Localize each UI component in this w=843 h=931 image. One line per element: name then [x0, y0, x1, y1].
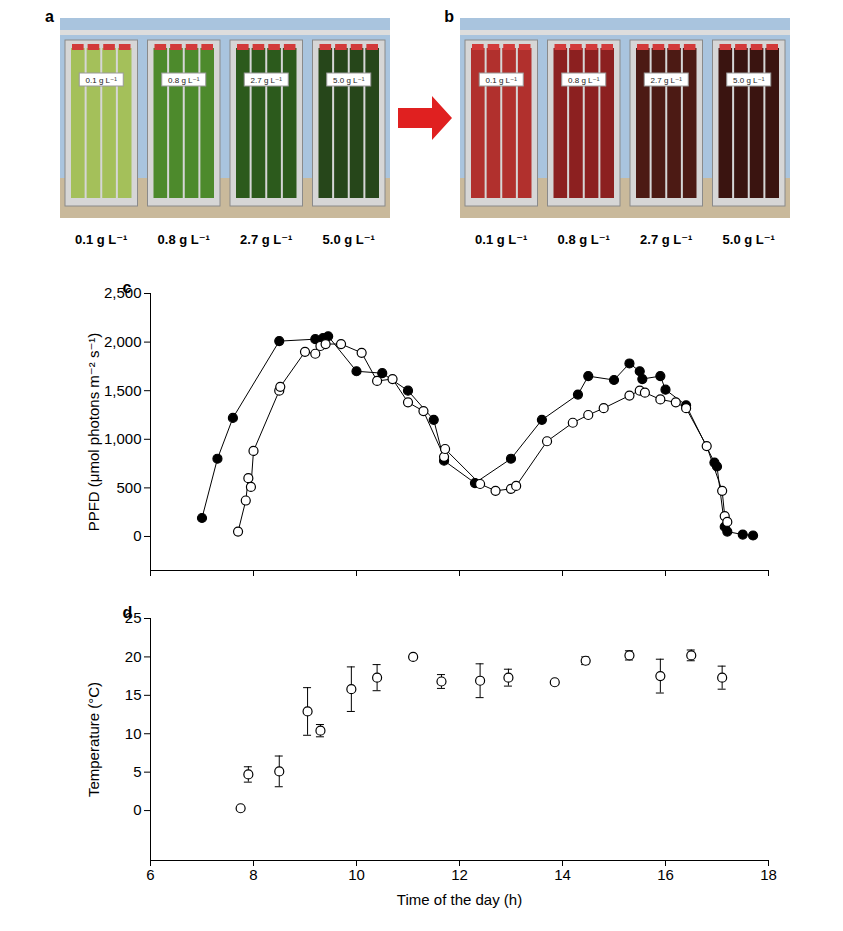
svg-text:a: a — [45, 8, 54, 25]
svg-text:25: 25 — [124, 609, 142, 627]
svg-text:5.0 g L⁻¹: 5.0 g L⁻¹ — [733, 76, 765, 85]
svg-text:8: 8 — [249, 866, 257, 883]
svg-text:18: 18 — [760, 866, 777, 883]
svg-text:0.1 g L⁻¹: 0.1 g L⁻¹ — [486, 76, 518, 85]
svg-text:0: 0 — [133, 527, 141, 544]
svg-text:0.1 g L⁻¹: 0.1 g L⁻¹ — [75, 232, 127, 247]
svg-text:5: 5 — [133, 763, 141, 780]
svg-text:c: c — [123, 279, 132, 296]
svg-text:0.1 g L⁻¹: 0.1 g L⁻¹ — [475, 232, 527, 247]
svg-text:10: 10 — [348, 866, 365, 883]
svg-text:6: 6 — [146, 866, 154, 883]
svg-text:Time of the day (h): Time of the day (h) — [397, 891, 522, 908]
svg-text:12: 12 — [451, 866, 468, 883]
svg-text:0.1 g L⁻¹: 0.1 g L⁻¹ — [86, 76, 118, 85]
svg-text:5.0 g L⁻¹: 5.0 g L⁻¹ — [333, 76, 365, 85]
svg-text:2.7 g L⁻¹: 2.7 g L⁻¹ — [240, 232, 292, 247]
svg-text:15: 15 — [125, 686, 142, 703]
svg-text:10: 10 — [125, 725, 142, 742]
svg-text:0: 0 — [133, 801, 141, 818]
svg-text:2.7 g L⁻¹: 2.7 g L⁻¹ — [651, 76, 683, 85]
svg-text:5.0 g L⁻¹: 5.0 g L⁻¹ — [723, 232, 775, 247]
svg-text:14: 14 — [554, 866, 571, 883]
svg-text:5.0 g L⁻¹: 5.0 g L⁻¹ — [323, 232, 375, 247]
svg-text:1,500: 1,500 — [104, 381, 142, 398]
svg-text:500: 500 — [116, 479, 141, 496]
svg-text:PPFD (μmol photons m⁻² s⁻¹): PPFD (μmol photons m⁻² s⁻¹) — [85, 333, 102, 532]
svg-text:b: b — [444, 8, 454, 25]
svg-text:Temperature (°C): Temperature (°C) — [85, 682, 102, 797]
svg-text:0.8 g L⁻¹: 0.8 g L⁻¹ — [568, 76, 600, 85]
svg-text:2,500: 2,500 — [104, 284, 142, 302]
svg-text:1,000: 1,000 — [104, 430, 142, 447]
svg-text:2.7 g L⁻¹: 2.7 g L⁻¹ — [640, 232, 692, 247]
svg-text:0.8 g L⁻¹: 0.8 g L⁻¹ — [158, 232, 210, 247]
svg-text:0.8 g L⁻¹: 0.8 g L⁻¹ — [558, 232, 610, 247]
svg-text:2.7 g L⁻¹: 2.7 g L⁻¹ — [251, 76, 283, 85]
svg-text:20: 20 — [125, 648, 142, 665]
svg-text:0.8 g L⁻¹: 0.8 g L⁻¹ — [168, 76, 200, 85]
svg-text:d: d — [123, 604, 133, 621]
svg-text:16: 16 — [657, 866, 674, 883]
svg-text:2,000: 2,000 — [104, 333, 142, 350]
